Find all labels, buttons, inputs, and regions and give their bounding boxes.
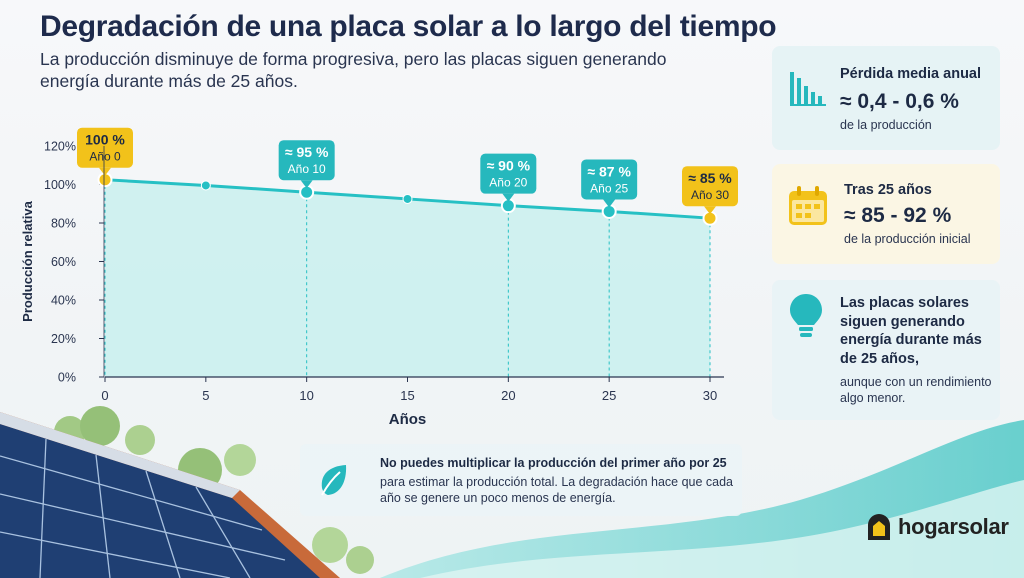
x-tick-label: 25 — [602, 388, 616, 403]
card-lifetime-note: aunque con un rendimiento algo menor. — [840, 375, 992, 405]
callout-pointer — [502, 193, 515, 202]
x-tick-label: 20 — [501, 388, 515, 403]
y-tick-label: 40% — [51, 294, 76, 308]
callout-20: ≈ 90 % Año 20 — [480, 153, 537, 202]
data-point — [200, 180, 211, 191]
card-after-25-years-value: ≈ 85 - 92 % — [844, 204, 952, 227]
page-title: Degradación de una placa solar a lo larg… — [40, 10, 777, 43]
callout-year: Año 25 — [590, 181, 628, 195]
callout-value: ≈ 95 % — [285, 144, 329, 160]
callout-30: ≈ 85 % Año 30 — [682, 166, 738, 215]
y-tick-label: 0% — [58, 371, 76, 385]
calendar-icon — [789, 186, 827, 225]
callout-year: Año 10 — [288, 162, 326, 176]
house-logo-icon — [868, 514, 890, 540]
x-axis-label: Años — [389, 411, 427, 428]
card-annual-loss: Pérdida media anual ≈ 0,4 - 0,6 % de la … — [772, 46, 1000, 150]
x-tick-label: 5 — [202, 388, 209, 403]
y-tick-label: 100% — [44, 178, 76, 192]
tip-note-text: para estimar la producción total. La deg… — [380, 475, 734, 505]
lightbulb-icon — [790, 294, 822, 337]
callout-0: 100 % Año 0 — [77, 127, 133, 176]
x-tick-label: 10 — [299, 388, 313, 403]
brand-name: hogarsolar — [898, 514, 1009, 539]
card-after-25-years: Tras 25 años ≈ 85 - 92 % de la producció… — [772, 164, 1000, 264]
y-tick-label: 80% — [51, 217, 76, 231]
page-subtitle: La producción disminuye de forma progres… — [40, 49, 667, 91]
callout-year: Año 20 — [489, 176, 527, 190]
value-callouts: 100 % Año 0 ≈ 95 % Año 10 ≈ 90 % Año 20 ≈ 87 %… — [77, 127, 738, 215]
production-area-fill — [105, 179, 710, 377]
data-point — [402, 193, 413, 204]
card-annual-loss-note: de la producción — [840, 118, 932, 132]
y-axis-label: Producción relativa — [20, 200, 35, 321]
tip-note: No puedes multiplicar la producción del … — [300, 444, 742, 516]
bar-chart-icon — [790, 72, 826, 106]
y-tick-label: 20% — [51, 332, 76, 346]
card-after-25-years-head: Tras 25 años — [844, 182, 932, 198]
callout-10: ≈ 95 % Año 10 — [278, 140, 335, 189]
y-tick-label: 120% — [44, 140, 76, 154]
x-tick-label: 15 — [400, 388, 414, 403]
x-axis-ticks: 0 5 10 15 20 25 30 — [101, 377, 717, 403]
callout-pointer — [603, 199, 616, 208]
callout-year: Año 0 — [89, 150, 121, 164]
brand-logo[interactable]: hogarsolar — [866, 512, 1009, 542]
x-tick-label: 30 — [703, 388, 717, 403]
card-after-25-years-note: de la producción inicial — [844, 232, 971, 246]
callout-year: Año 30 — [691, 188, 729, 202]
callout-box — [278, 140, 335, 181]
tip-note-bold: No puedes multiplicar la producción del … — [380, 456, 727, 470]
callout-drop-lines — [104, 179, 711, 377]
x-tick-label: 0 — [101, 388, 108, 403]
callout-box — [682, 166, 738, 207]
leaf-icon — [321, 465, 347, 496]
card-lifetime: Las placas solares siguen generando ener… — [772, 280, 1000, 420]
y-axis-ticks: 0% 20% 40% 60% 80% 100% 120% — [44, 140, 104, 385]
callout-box — [581, 159, 638, 200]
callout-box — [480, 153, 537, 194]
y-tick-label: 60% — [51, 255, 76, 269]
degradation-line-chart: 0% 20% 40% 60% 80% 100% 120% 0 5 10 15 20 25 30 100 … — [20, 127, 738, 428]
callout-value: ≈ 85 % — [688, 170, 732, 186]
callout-value: 100 % — [85, 132, 125, 148]
callout-25: ≈ 87 % Año 25 — [581, 159, 638, 208]
callout-value: ≈ 87 % — [587, 163, 631, 179]
callout-pointer — [300, 180, 313, 189]
card-annual-loss-value: ≈ 0,4 - 0,6 % — [840, 90, 959, 113]
callout-pointer — [99, 167, 111, 176]
callout-box — [77, 127, 133, 168]
card-annual-loss-head: Pérdida media anual — [840, 66, 982, 82]
card-lifetime-head: Las placas solares siguen generando ener… — [840, 295, 982, 367]
callout-value: ≈ 90 % — [487, 158, 531, 174]
callout-pointer — [704, 206, 716, 215]
